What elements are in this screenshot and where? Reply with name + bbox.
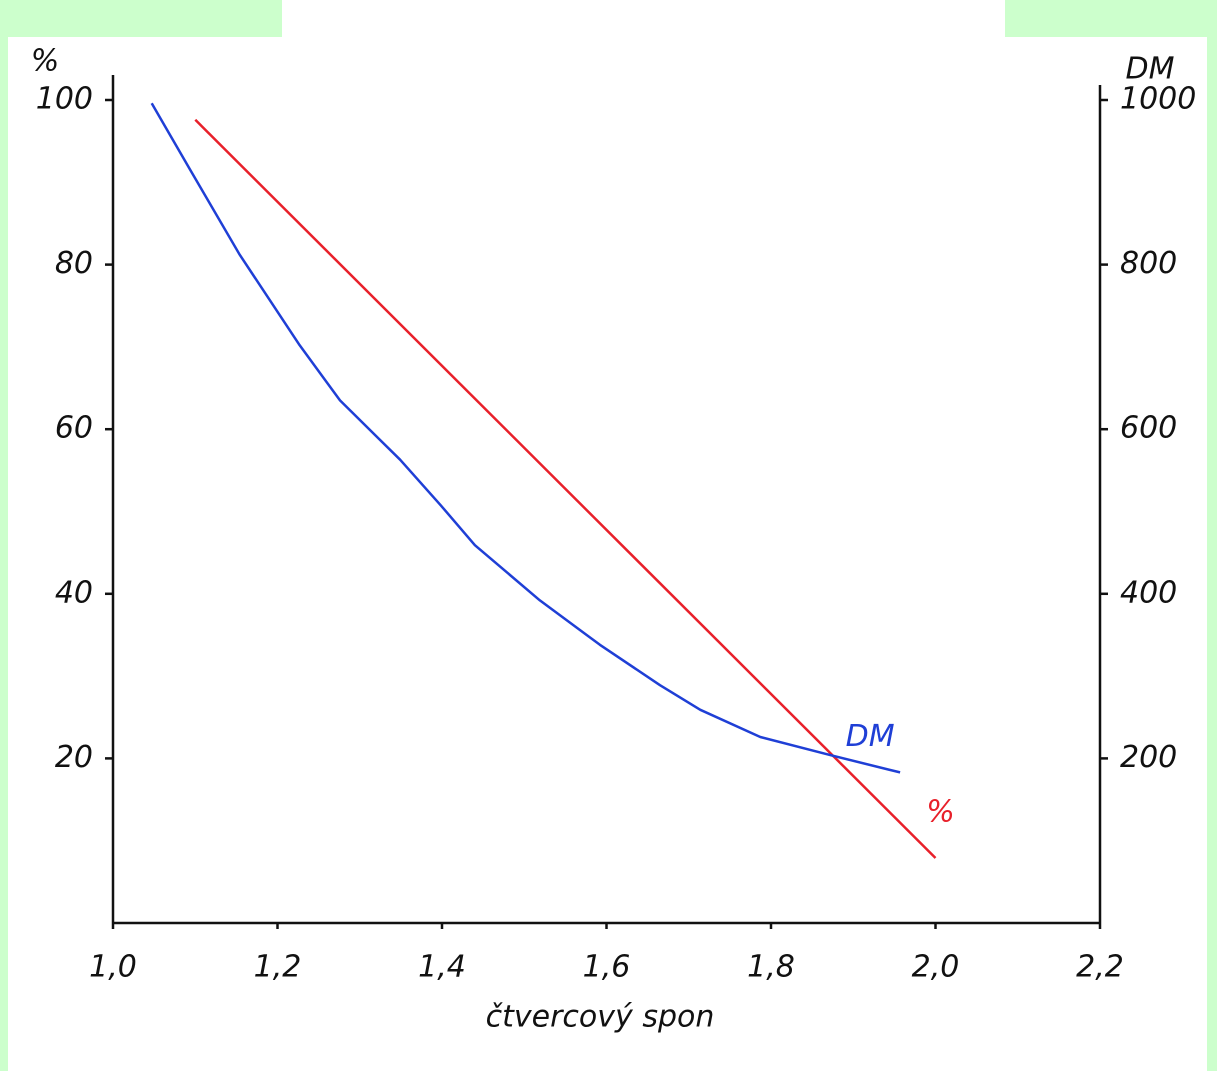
y2-tick-label: 400 (1120, 575, 1177, 610)
x-tick-label: 2,2 (1076, 950, 1124, 985)
y-tick-label: 40 (55, 575, 93, 610)
y2-tick-label: 800 (1120, 246, 1177, 281)
x-tick-label: 1,2 (254, 950, 302, 985)
y2-tick-label: 600 (1120, 411, 1177, 446)
x-tick-label: 1,0 (89, 950, 137, 985)
y-tick-label: 60 (55, 411, 93, 446)
x-tick-label: 1,8 (747, 950, 795, 985)
x-tick-label: 2,0 (912, 950, 960, 985)
paper (8, 37, 1207, 1071)
series-label: % (926, 794, 955, 829)
y-tick-label: 20 (55, 740, 93, 775)
paper-tab (282, 0, 1005, 40)
series-line (150, 102, 901, 774)
series-label: DM (846, 719, 895, 754)
y-tick-label: 80 (55, 246, 93, 281)
x-tick-label: 1,6 (583, 950, 631, 985)
x-tick-label: 1,4 (418, 950, 466, 985)
x-axis-label: čtvercový spon (486, 1000, 715, 1035)
series-line (194, 118, 937, 859)
y-axis-label: % (31, 44, 60, 79)
y2-tick-label: 200 (1120, 740, 1177, 775)
y2-tick-label: 1000 (1120, 82, 1196, 117)
y2-axis-label: DM (1126, 52, 1175, 87)
y-tick-label: 100 (36, 82, 93, 117)
